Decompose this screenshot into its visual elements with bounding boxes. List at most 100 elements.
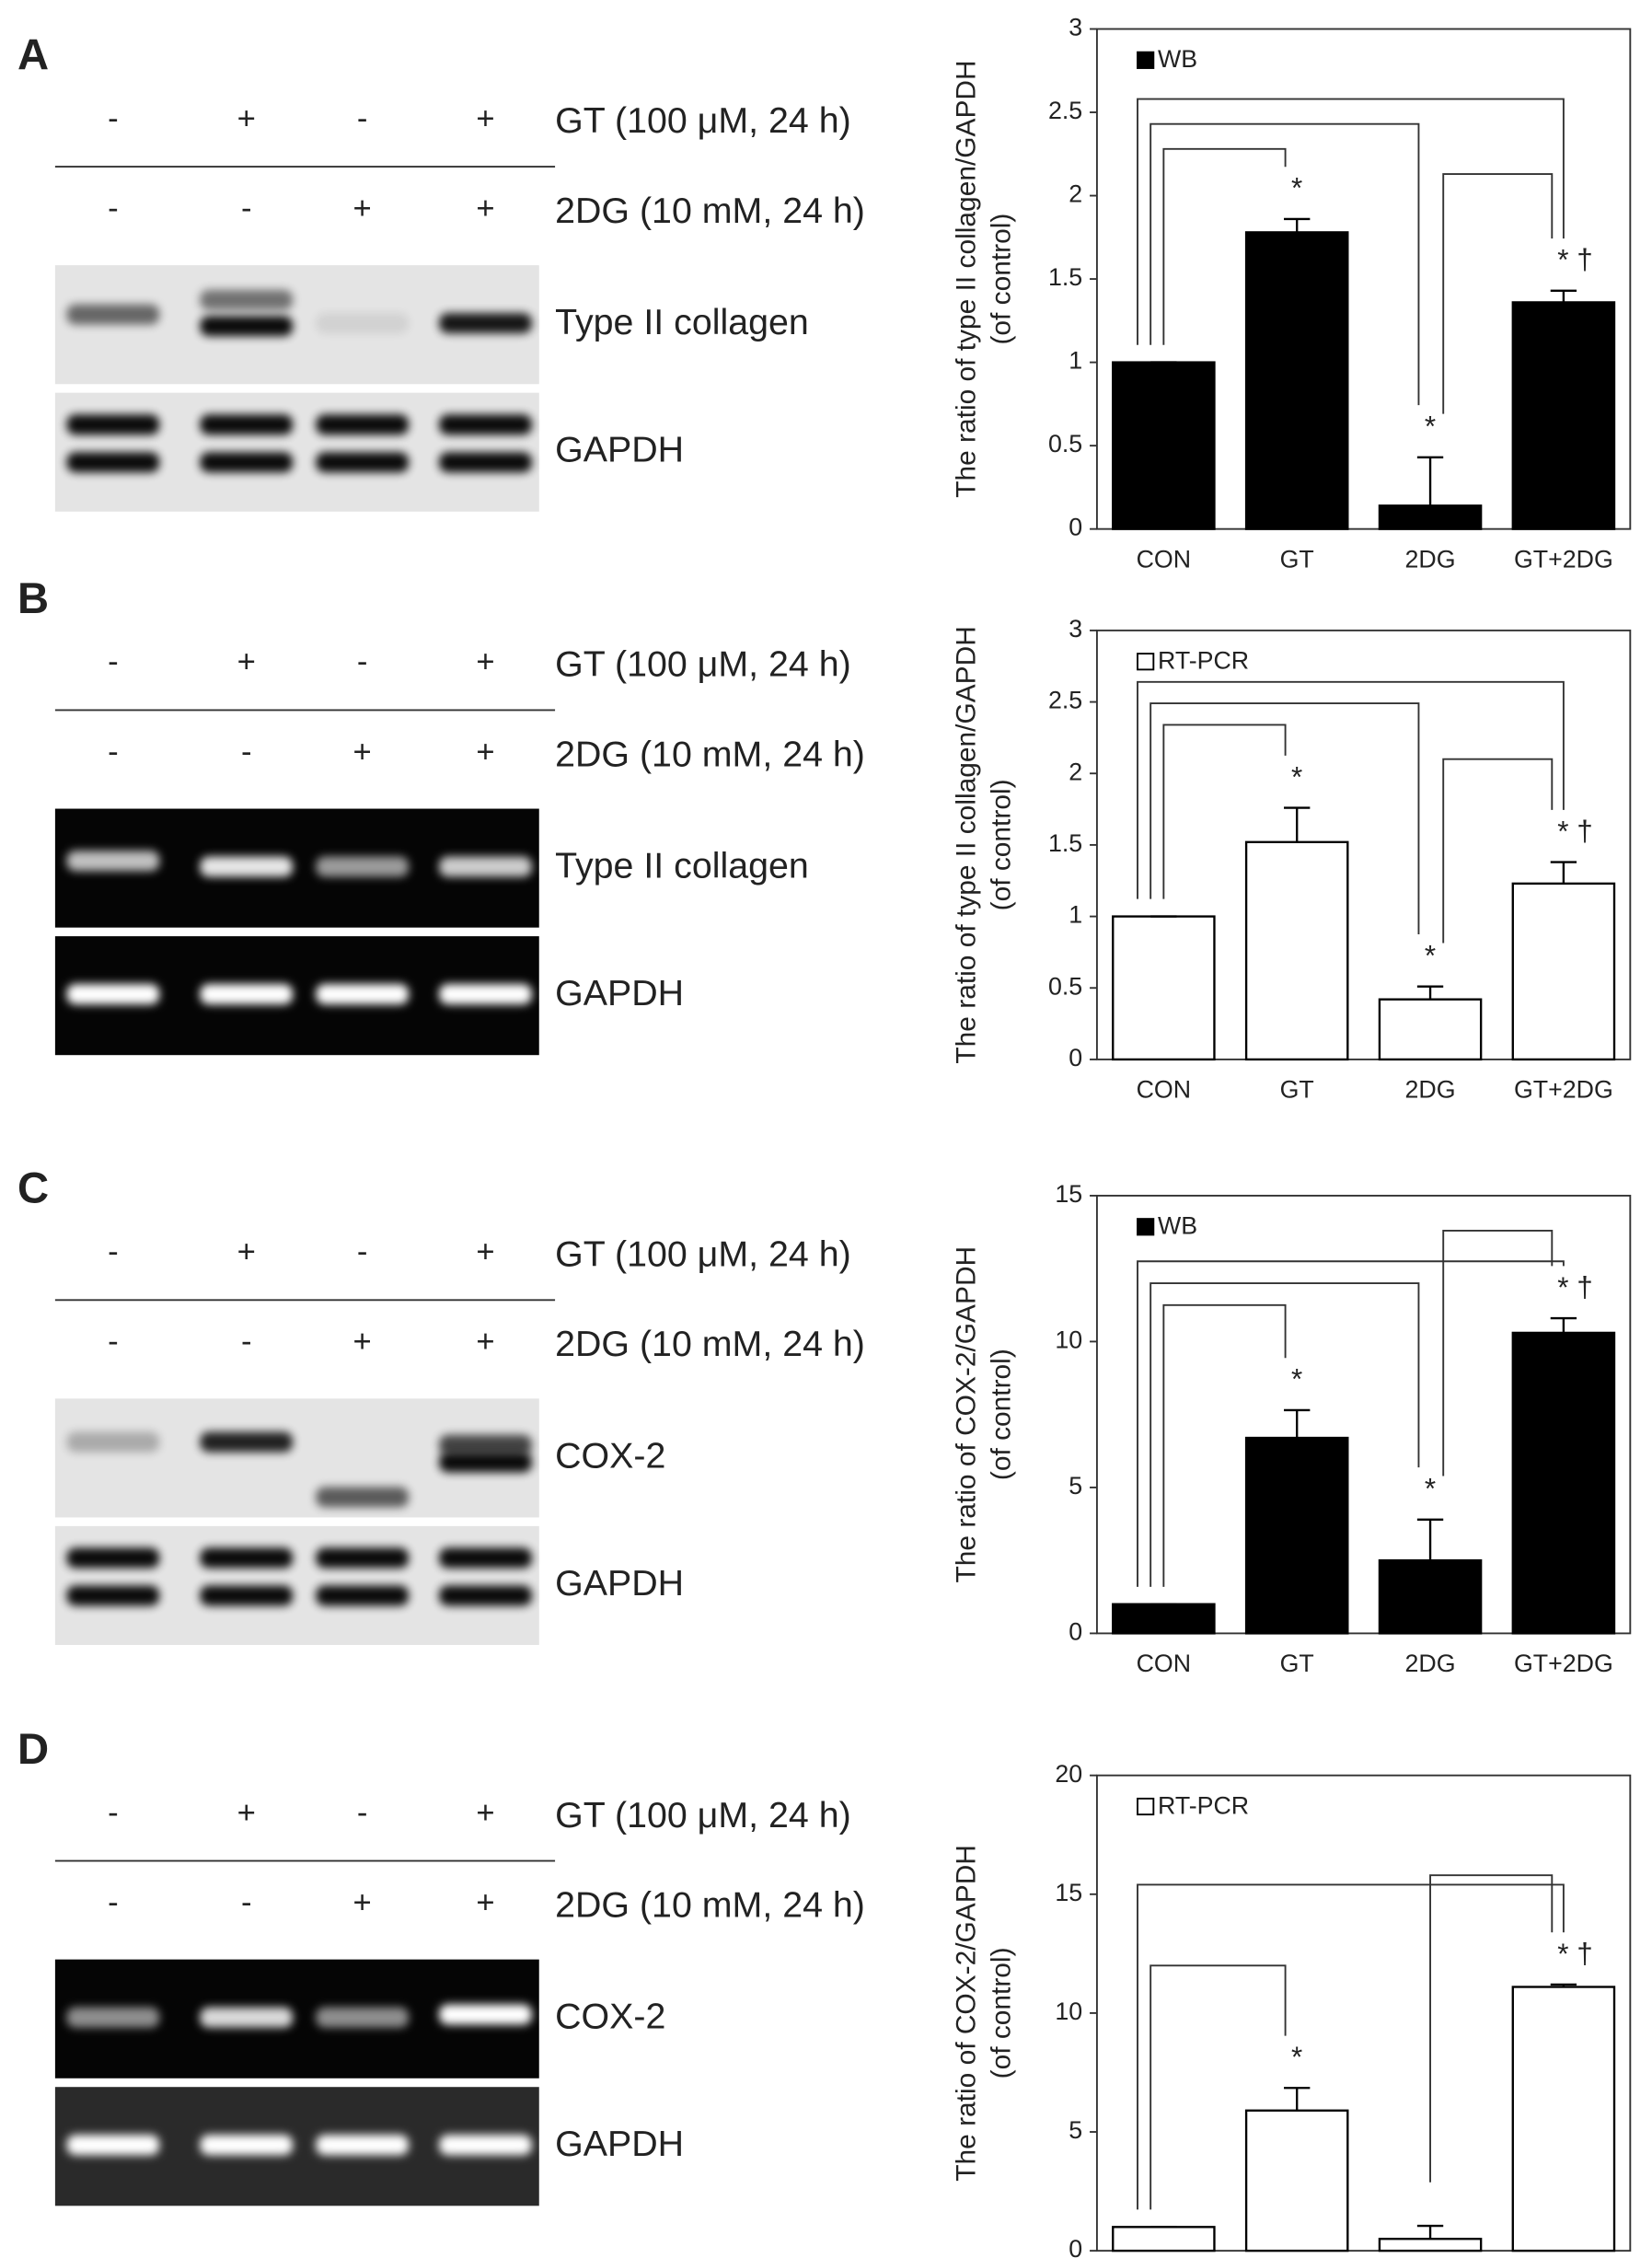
y-tick-label: 5 (1069, 2116, 1082, 2144)
condition-sign: + (237, 644, 256, 679)
blot-band (66, 1585, 160, 1606)
blot-band (66, 984, 160, 1005)
y-axis-label: The ratio of type II collagen/GAPDH (952, 626, 982, 1063)
bar (1244, 840, 1349, 1061)
panel-letter: A (17, 30, 49, 79)
error-bar (1550, 1983, 1577, 1987)
significance-mark: * (1291, 1363, 1302, 1395)
y-tick-label: 0 (1069, 1617, 1082, 1645)
x-tick-label: GT+2DG (1514, 1650, 1613, 1677)
x-tick-label: GT+2DG (1514, 545, 1613, 573)
significance-mark: * (1425, 1473, 1436, 1505)
band-label: Type II collagen (555, 845, 809, 886)
legend-swatch (1137, 1797, 1155, 1816)
significance-mark: * (1425, 411, 1436, 443)
bar (1244, 2109, 1349, 2252)
y-tick-label: 0.5 (1048, 972, 1082, 1000)
blot-band (316, 1547, 410, 1569)
blot-band (316, 856, 410, 877)
condition-sign: + (237, 1234, 256, 1269)
y-axis-label: (of control) (986, 1349, 1016, 1480)
condition-sign: - (241, 735, 252, 770)
x-tick-label: GT (1280, 545, 1314, 573)
blot-band (439, 414, 532, 435)
condition-sign: - (108, 1795, 119, 1830)
condition-label: 2DG (10 mM, 24 h) (555, 734, 865, 774)
x-tick-label: GT (1280, 1650, 1314, 1677)
blot-band (66, 2135, 160, 2156)
bar (1244, 1436, 1349, 1635)
condition-sign: + (476, 101, 494, 136)
blot-band (439, 1547, 532, 1569)
bar (1511, 1331, 1616, 1635)
blot-band (200, 2135, 294, 2156)
bar (1378, 2238, 1483, 2252)
error-bar (1416, 985, 1444, 1000)
error-bar (1284, 806, 1311, 842)
condition-sign: - (241, 1325, 252, 1360)
blot-band (316, 2007, 410, 2028)
blot-band (439, 452, 532, 473)
significance-mark: * † (1557, 1271, 1593, 1303)
blot-band (200, 1431, 294, 1453)
condition-sign: - (241, 191, 252, 226)
comparison-bracket (1149, 702, 1420, 935)
legend-swatch (1137, 51, 1155, 69)
y-tick-label: 0 (1069, 514, 1082, 541)
bar (1378, 1558, 1483, 1635)
y-tick-label: 0 (1069, 2235, 1082, 2258)
condition-sign: + (476, 191, 494, 226)
condition-sign: + (476, 644, 494, 679)
blot-band (66, 414, 160, 435)
condition-sign: + (353, 1885, 372, 1920)
y-tick-label: 0 (1069, 1044, 1082, 1071)
band-label: Type II collagen (555, 302, 809, 342)
panel-letter: D (17, 1725, 49, 1774)
blot-band (200, 452, 294, 473)
significance-mark: * † (1557, 244, 1593, 276)
legend-swatch (1137, 1218, 1155, 1236)
bar (1378, 504, 1483, 530)
condition-sign: - (108, 644, 119, 679)
legend-label: WB (1158, 45, 1197, 73)
y-tick-label: 2.5 (1048, 97, 1082, 124)
condition-sign: + (237, 1795, 256, 1830)
y-tick-label: 1 (1069, 347, 1082, 375)
comparison-bracket (1162, 1303, 1287, 1587)
legend-label: RT-PCR (1158, 1791, 1249, 1819)
y-tick-label: 1 (1069, 901, 1082, 929)
comparison-bracket (1149, 1282, 1420, 1587)
blot-band (200, 2007, 294, 2028)
error-bar (1284, 217, 1311, 233)
band-label: GAPDH (555, 2124, 684, 2164)
legend-label: RT-PCR (1158, 647, 1249, 675)
condition-label: 2DG (10 mM, 24 h) (555, 1324, 865, 1364)
condition-label: 2DG (10 mM, 24 h) (555, 191, 865, 231)
x-tick-label: GT+2DG (1514, 1076, 1613, 1104)
comparison-bracket (1137, 1883, 1565, 2210)
blot-band (439, 313, 532, 334)
comparison-bracket (1442, 758, 1554, 944)
condition-sign: - (357, 1234, 368, 1269)
plot-frame (1095, 1194, 1632, 1635)
condition-label: GT (100 μM, 24 h) (555, 1795, 851, 1835)
condition-sign: + (476, 1234, 494, 1269)
blot-band (439, 2004, 532, 2025)
x-tick-label: GT (1280, 1076, 1314, 1104)
significance-mark: * (1291, 760, 1302, 793)
error-bar (1550, 861, 1577, 884)
y-tick-label: 2 (1069, 180, 1082, 208)
y-tick-label: 3 (1069, 14, 1082, 41)
comparison-bracket (1429, 1874, 1554, 2183)
error-bar (1550, 1316, 1577, 1333)
blot-band (439, 856, 532, 877)
y-tick-label: 1.5 (1048, 829, 1082, 857)
bar (1112, 2226, 1216, 2252)
error-bar (1284, 2087, 1311, 2111)
y-axis-label: The ratio of COX-2/GAPDH (952, 1246, 982, 1583)
bar (1511, 301, 1616, 530)
blot-band (316, 2135, 410, 2156)
condition-sign: - (357, 644, 368, 679)
comparison-bracket (1137, 680, 1565, 899)
